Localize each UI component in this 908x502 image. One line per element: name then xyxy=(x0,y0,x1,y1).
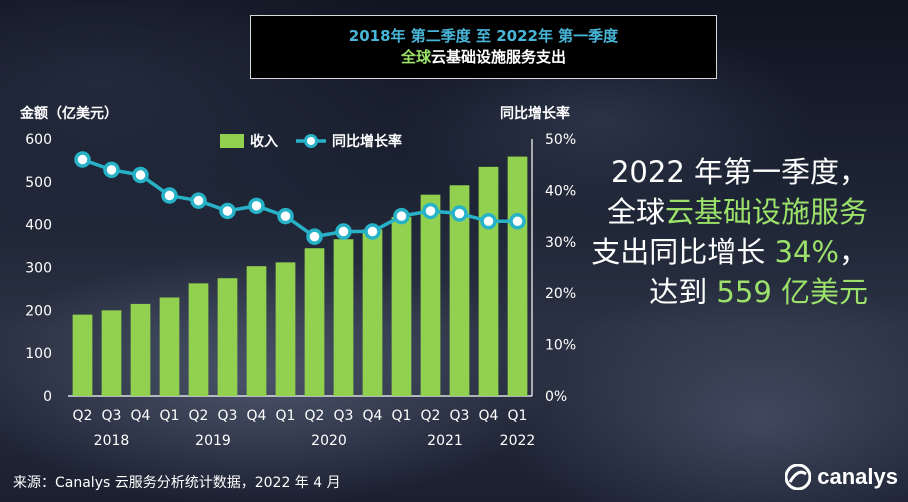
canalys-logo-icon xyxy=(785,464,812,490)
growth-point-5 xyxy=(219,202,236,220)
source-note: 来源：Canalys 云服务分析统计数据，2022 年 4 月 xyxy=(13,475,341,491)
title-highlight: 全球 xyxy=(400,48,431,66)
bar-13 xyxy=(449,185,470,396)
right-axis-title: 同比增长率 xyxy=(500,106,570,122)
callout-line3-tail: ， xyxy=(838,235,868,269)
year-label: 2020 xyxy=(311,433,347,449)
growth-point-10 xyxy=(364,223,381,240)
bar-14 xyxy=(478,166,499,396)
callout-line3-green: 34% xyxy=(774,235,839,269)
bar-9 xyxy=(333,239,354,396)
x-tick-label: Q2 xyxy=(189,408,209,424)
left-axis-title: 金额（亿美元） xyxy=(20,106,118,122)
x-tick-label: Q1 xyxy=(276,408,296,424)
growth-point-14 xyxy=(480,212,497,230)
growth-point-15 xyxy=(509,212,526,230)
title-box: 2018年 第二季度 至 2022年 第一季度 全球云基础设施服务支出 xyxy=(250,15,717,79)
growth-point-1 xyxy=(103,161,120,179)
title-main: 云基础设施服务支出 xyxy=(431,48,567,66)
right-tick-label: 30% xyxy=(545,235,576,251)
bar-12 xyxy=(420,194,441,396)
x-tick-label: Q2 xyxy=(73,408,93,424)
callout-line4-white: 达到 xyxy=(649,275,708,309)
left-tick-label: 300 xyxy=(25,261,52,277)
year-label: 2018 xyxy=(94,433,130,449)
x-tick-label: Q3 xyxy=(102,408,122,424)
growth-point-13 xyxy=(451,205,468,222)
growth-point-7 xyxy=(277,207,294,225)
legend-line-marker xyxy=(304,134,318,148)
chart-title-line1: 2018年 第二季度 至 2022年 第一季度 xyxy=(348,27,619,45)
growth-point-12 xyxy=(422,202,439,220)
year-label: 2019 xyxy=(195,433,231,449)
x-tick-label: Q3 xyxy=(334,408,354,424)
growth-point-8 xyxy=(306,228,323,245)
x-tick-label: Q3 xyxy=(218,408,238,424)
left-tick-label: 500 xyxy=(25,175,52,191)
bar-11 xyxy=(391,216,412,396)
x-tick-label: Q4 xyxy=(479,408,499,424)
x-tick-label: Q1 xyxy=(160,408,180,424)
year-label: 2021 xyxy=(427,433,463,449)
year-label: 2022 xyxy=(500,433,536,449)
legend-line-label: 同比增长率 xyxy=(332,133,402,150)
legend-bar-label: 收入 xyxy=(250,133,278,150)
growth-point-0 xyxy=(74,151,91,168)
x-tick-label: Q4 xyxy=(247,408,267,424)
left-tick-label: 400 xyxy=(25,218,52,234)
callout-line4: 达到 559 亿美元 xyxy=(548,272,868,312)
logo-text: canalys xyxy=(817,464,898,489)
bar-3 xyxy=(159,297,180,396)
callout: 2022 年第一季度， 全球云基础设施服务 支出同比增长 34%， 达到 559… xyxy=(548,152,868,312)
x-tick-label: Q3 xyxy=(450,408,470,424)
callout-line2: 全球云基础设施服务 xyxy=(548,192,868,232)
x-tick-label: Q2 xyxy=(305,408,325,424)
x-tick-label: Q1 xyxy=(392,408,412,424)
growth-point-6 xyxy=(248,197,265,215)
growth-line xyxy=(81,157,518,239)
growth-point-4 xyxy=(190,192,207,209)
x-tick-label: Q2 xyxy=(421,408,441,424)
callout-line2-green: 云基础设施服务 xyxy=(664,195,868,229)
bar-7 xyxy=(275,262,296,396)
left-tick-label: 100 xyxy=(25,346,52,362)
logo: canalys xyxy=(785,464,898,490)
callout-line4-green: 559 亿美元 xyxy=(716,275,868,309)
growth-point-11 xyxy=(393,207,410,225)
chart-title-line2: 全球云基础设施服务支出 xyxy=(401,47,566,68)
bar-6 xyxy=(246,266,267,396)
growth-point-9 xyxy=(335,223,352,240)
callout-line3-white: 支出同比增长 xyxy=(591,235,766,269)
bar-1 xyxy=(101,310,122,396)
growth-point-2 xyxy=(132,166,149,184)
callout-line1: 2022 年第一季度， xyxy=(610,155,868,189)
x-tick-label: Q4 xyxy=(131,408,151,424)
right-tick-label: 10% xyxy=(545,338,576,354)
legend-bar-swatch xyxy=(220,134,244,148)
x-tick-label: Q1 xyxy=(508,408,528,424)
right-tick-label: 20% xyxy=(545,286,576,302)
bar-5 xyxy=(217,278,238,396)
right-tick-label: 0% xyxy=(545,389,567,405)
callout-line3: 支出同比增长 34%， xyxy=(548,232,868,272)
left-tick-label: 200 xyxy=(25,303,52,319)
bar-8 xyxy=(304,248,325,396)
left-tick-label: 0 xyxy=(43,389,52,405)
callout-line2-white: 全球 xyxy=(606,195,665,229)
right-tick-label: 50% xyxy=(545,132,576,148)
right-tick-label: 40% xyxy=(545,183,576,199)
bar-0 xyxy=(72,314,93,396)
left-tick-label: 600 xyxy=(25,132,52,148)
x-tick-label: Q4 xyxy=(363,408,383,424)
bar-15 xyxy=(507,156,528,396)
growth-point-3 xyxy=(161,187,178,204)
bar-2 xyxy=(130,303,151,396)
bar-4 xyxy=(188,283,209,396)
bar-10 xyxy=(362,229,383,396)
